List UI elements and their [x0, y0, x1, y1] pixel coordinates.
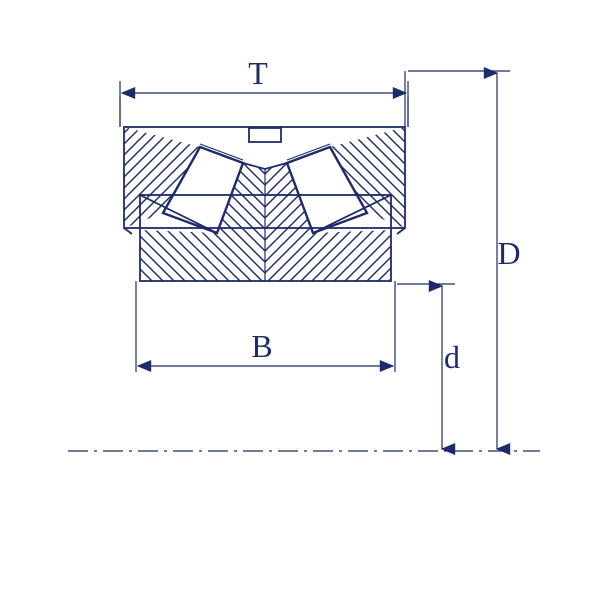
label-T: T — [248, 56, 268, 91]
label-D: D — [497, 236, 520, 271]
bearing-diagram: T D Bd — [0, 0, 600, 600]
spacer — [249, 128, 281, 142]
label-B: B — [251, 329, 272, 364]
roller-right — [287, 147, 367, 233]
label-d: d — [444, 340, 460, 375]
